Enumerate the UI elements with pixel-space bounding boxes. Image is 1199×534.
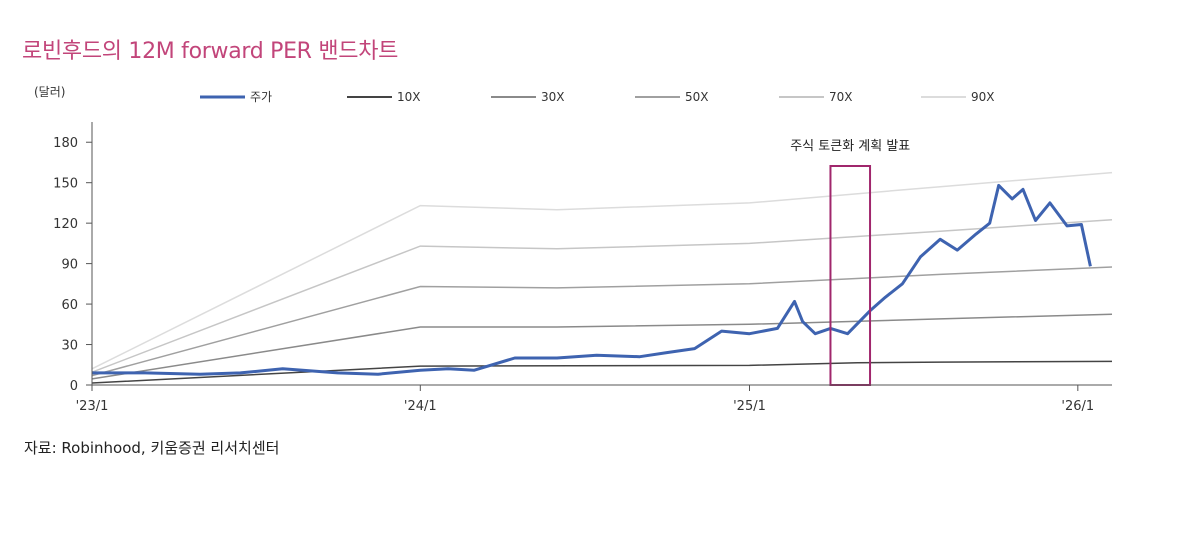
y-tick-label: 90 (61, 258, 78, 273)
y-axis-unit: (달러) (34, 85, 65, 99)
legend-label-90x: 90X (971, 90, 995, 104)
series-line-50x (91, 266, 1113, 377)
axes: 0 30 60 90 120 150 180 '23/1 '24/1 '25/1 '26/1 (53, 122, 1112, 414)
legend-label-30x: 30X (541, 90, 565, 104)
price-line (92, 183, 1092, 376)
y-tick-label: 60 (61, 298, 78, 313)
y-tick-label: 150 (53, 177, 78, 192)
y-tick-label: 180 (53, 136, 78, 151)
x-tick-label: '25/1 (733, 399, 766, 414)
y-tick-label: 30 (61, 339, 78, 354)
y-tick-label: 0 (70, 379, 78, 394)
source-note: 자료: Robinhood, 키움증권 리서치센터 (24, 439, 280, 457)
legend-label-10x: 10X (397, 90, 421, 104)
chart-title: 로빈후드의 12M forward PER 밴드차트 (22, 39, 399, 64)
legend: 주가 10X 30X 50X 70X 90X (200, 90, 995, 104)
band-lines (91, 171, 1113, 384)
annotation-rect (829, 165, 872, 386)
legend-label-50x: 50X (685, 90, 709, 104)
x-tick-label: '24/1 (404, 399, 437, 414)
x-tick-label: '23/1 (76, 399, 109, 414)
series-line-30x (91, 313, 1113, 380)
series-line-90x (91, 171, 1113, 370)
annotation-box (829, 165, 872, 386)
series-line-price (92, 183, 1092, 376)
series-line-10x (91, 360, 1113, 384)
x-tick-label: '26/1 (1061, 399, 1094, 414)
y-tick-label: 120 (53, 217, 78, 232)
series-line-70x (91, 219, 1113, 373)
legend-label-70x: 70X (829, 90, 853, 104)
legend-label-s: 주가 (250, 90, 272, 104)
annotation-label: 주식 토큰화 계획 발표 (790, 139, 910, 154)
